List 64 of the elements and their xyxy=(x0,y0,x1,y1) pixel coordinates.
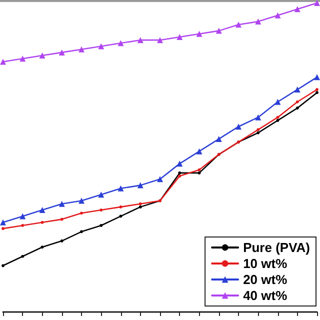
point xyxy=(296,100,299,104)
legend-label: 10 wt% xyxy=(243,256,288,271)
point xyxy=(255,18,262,25)
point xyxy=(276,118,280,122)
point xyxy=(157,37,163,44)
point xyxy=(236,22,242,28)
point xyxy=(137,37,144,44)
point xyxy=(58,49,65,56)
point xyxy=(236,124,242,130)
point xyxy=(274,12,281,18)
point xyxy=(20,213,26,220)
point xyxy=(100,208,103,212)
legend-label: 20 wt% xyxy=(243,272,288,287)
point xyxy=(80,212,83,215)
point xyxy=(119,214,122,218)
point xyxy=(196,30,202,37)
point xyxy=(198,171,201,174)
point xyxy=(137,182,144,188)
point xyxy=(40,246,44,249)
point xyxy=(58,200,65,207)
point xyxy=(255,114,262,120)
point xyxy=(294,6,300,12)
point xyxy=(100,224,103,227)
point xyxy=(60,239,64,242)
point xyxy=(176,34,183,40)
point xyxy=(316,91,318,94)
point xyxy=(216,136,222,142)
point xyxy=(40,220,44,224)
point xyxy=(80,230,83,234)
point xyxy=(21,224,24,227)
point xyxy=(314,0,320,6)
point xyxy=(119,205,122,208)
point xyxy=(98,43,104,50)
point xyxy=(274,98,281,105)
point xyxy=(98,192,104,198)
point xyxy=(2,227,4,230)
point xyxy=(39,207,46,214)
point xyxy=(39,52,46,59)
point xyxy=(176,160,183,167)
point xyxy=(178,171,182,174)
legend-label: 40 wt% xyxy=(243,288,288,303)
point xyxy=(196,148,202,154)
point xyxy=(78,198,84,204)
point xyxy=(256,131,260,134)
point xyxy=(138,205,142,208)
point xyxy=(157,176,163,182)
point xyxy=(0,58,6,65)
point xyxy=(294,86,300,93)
legend-label: Pure (PVA) xyxy=(243,240,310,255)
point xyxy=(138,202,142,206)
point xyxy=(2,264,4,268)
point xyxy=(216,28,222,34)
point xyxy=(21,254,24,258)
point xyxy=(256,128,260,132)
point xyxy=(20,56,26,62)
point xyxy=(78,46,84,52)
point xyxy=(314,74,320,80)
point xyxy=(198,168,201,172)
point xyxy=(60,218,64,221)
point xyxy=(178,174,182,178)
point xyxy=(296,106,299,110)
point xyxy=(118,40,124,46)
point xyxy=(118,185,124,192)
point xyxy=(0,219,6,226)
